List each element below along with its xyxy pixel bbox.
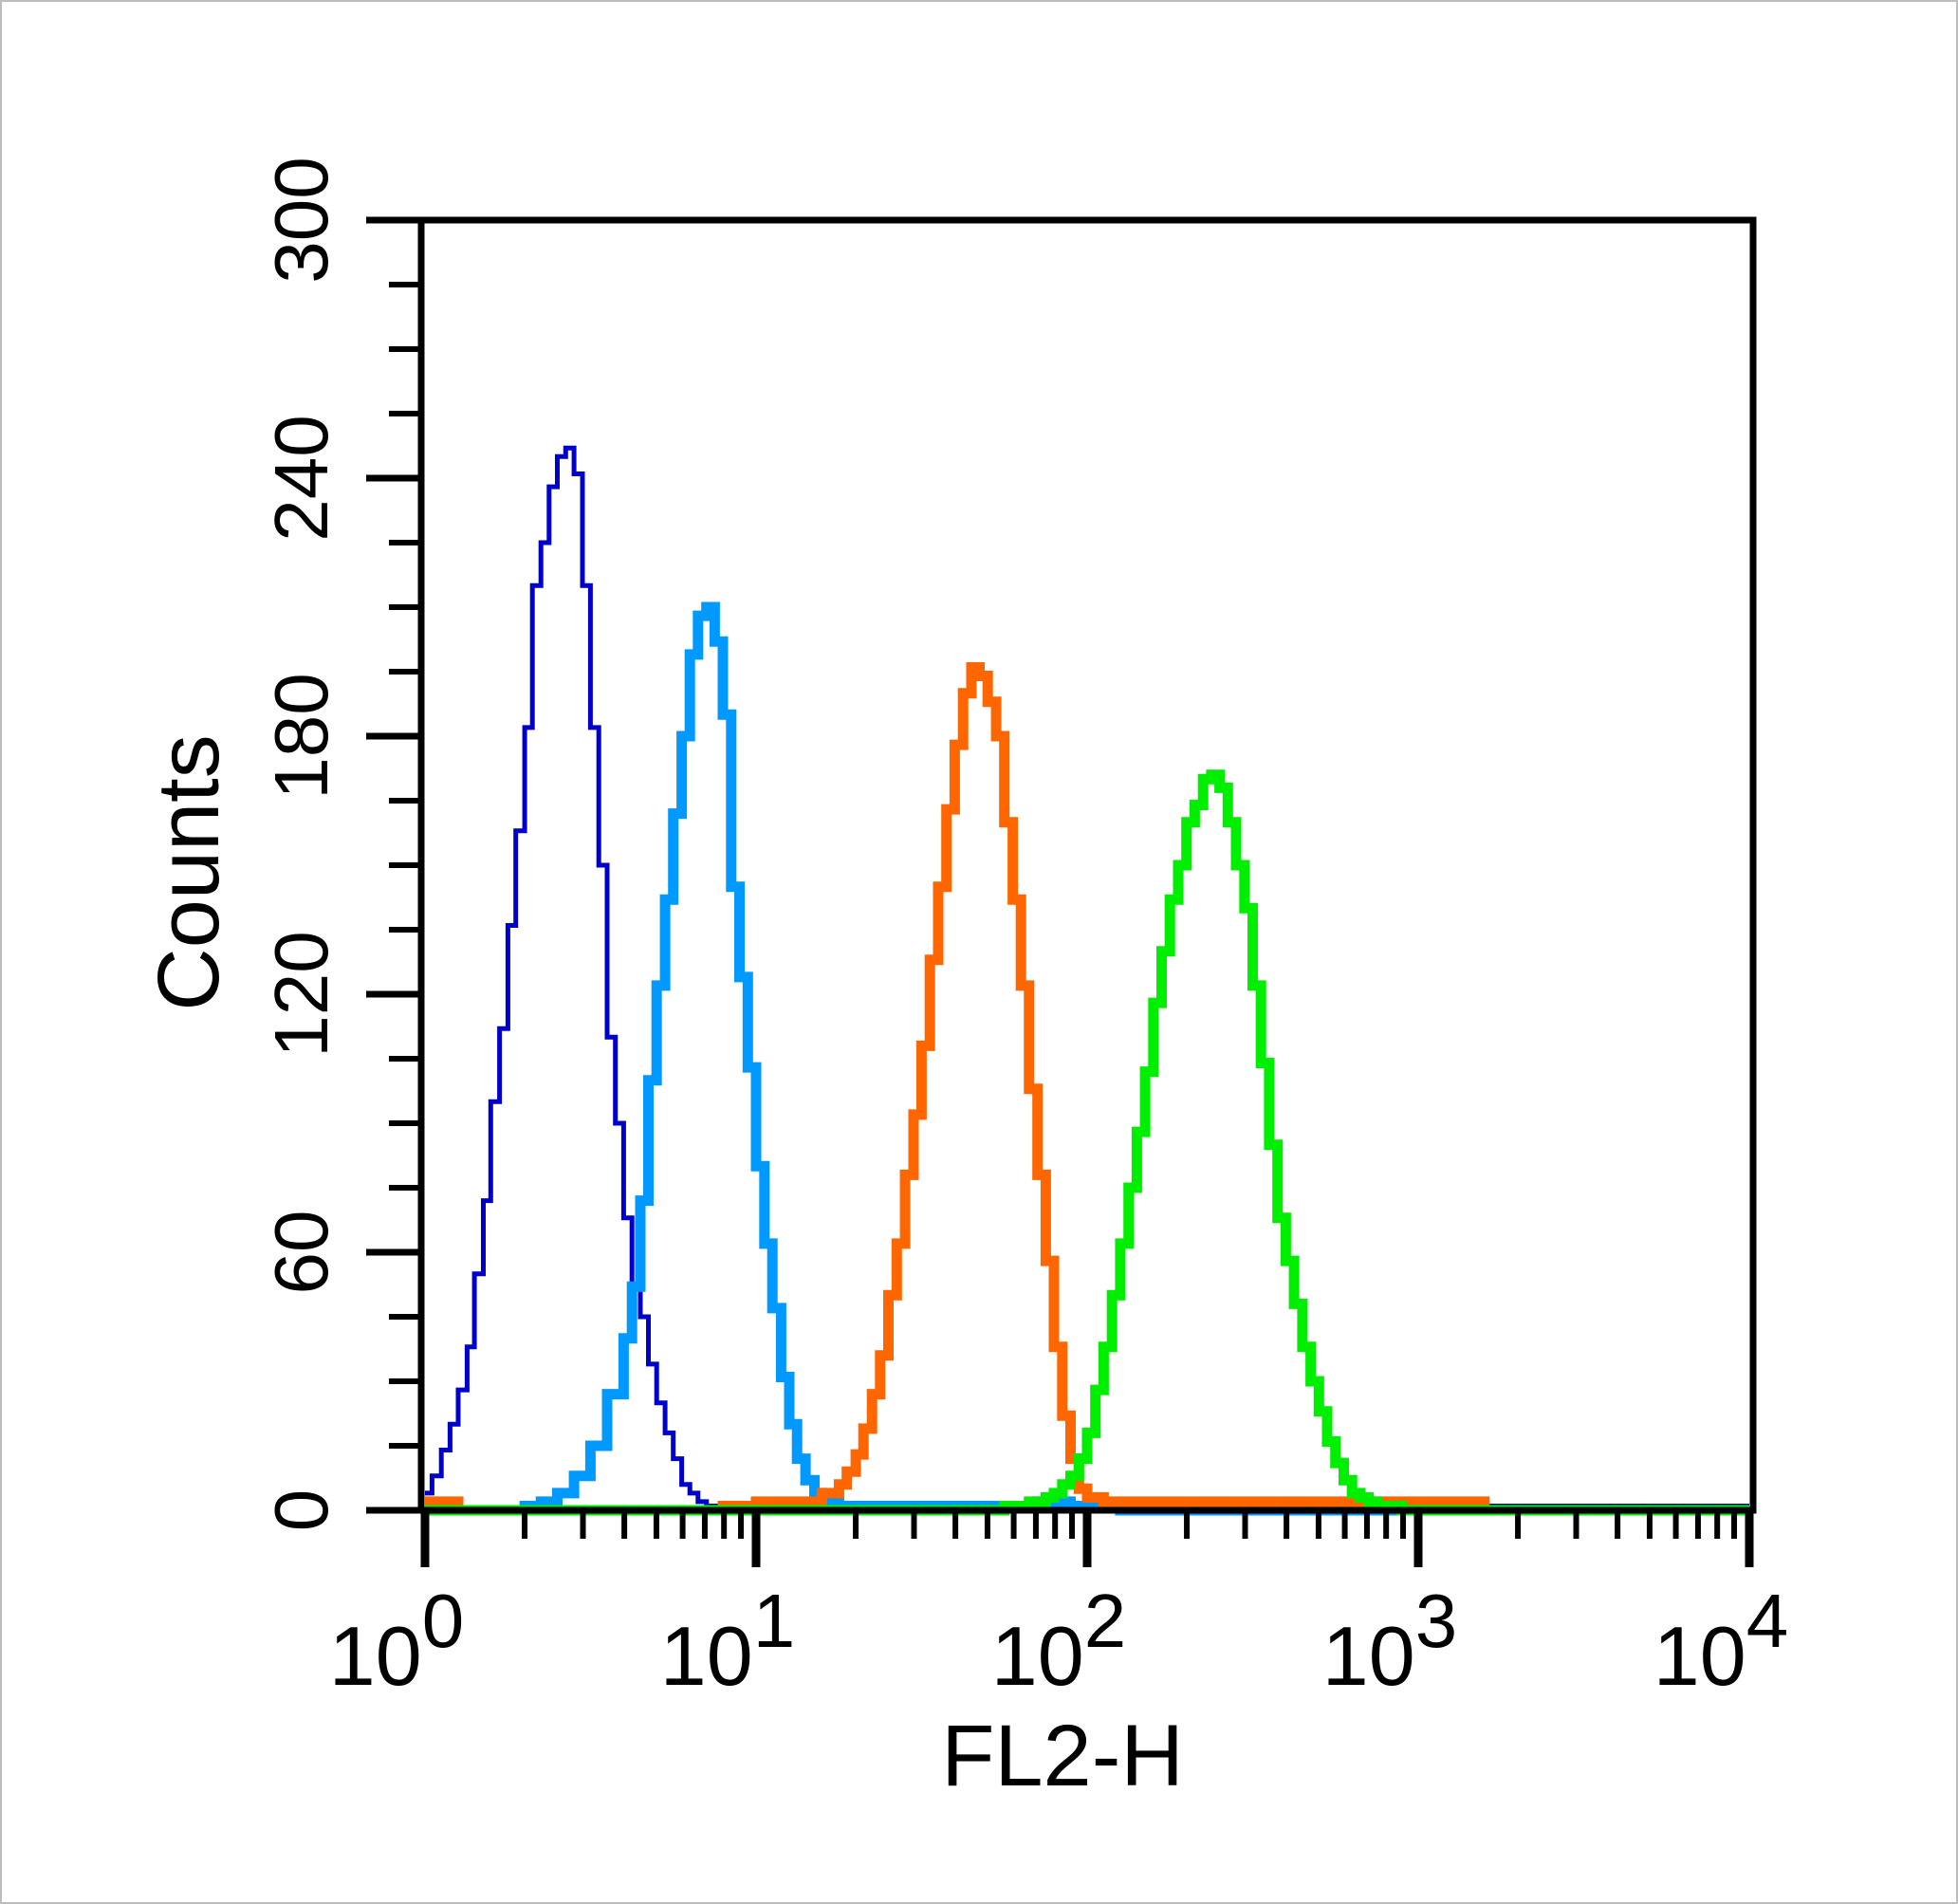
x-axis-label: FL2-H bbox=[941, 1708, 1184, 1804]
x-axis: 100 101 102 103 104 bbox=[329, 1510, 1788, 1703]
y-axis-label: Counts bbox=[140, 734, 237, 1011]
y-tick-label: 180 bbox=[259, 673, 343, 799]
histogram-series-4 bbox=[425, 769, 1749, 1516]
x-tick-label: 101 bbox=[660, 1579, 795, 1703]
y-tick-label: 0 bbox=[259, 1489, 343, 1532]
histogram-series-layer bbox=[425, 445, 1749, 1516]
y-tick-label: 240 bbox=[259, 415, 343, 541]
y-tick-label: 60 bbox=[259, 1211, 343, 1295]
histogram-series-2 bbox=[425, 601, 1749, 1516]
y-tick-label: 120 bbox=[259, 931, 343, 1057]
histogram-series-3 bbox=[425, 662, 1749, 1516]
x-tick-label: 102 bbox=[991, 1579, 1126, 1703]
y-tick-label: 300 bbox=[259, 157, 343, 283]
x-tick-label: 103 bbox=[1322, 1579, 1457, 1703]
y-axis: 0 60 120 180 240 300 bbox=[259, 157, 421, 1531]
x-tick-label: 100 bbox=[329, 1579, 464, 1703]
x-tick-label: 104 bbox=[1653, 1579, 1788, 1703]
